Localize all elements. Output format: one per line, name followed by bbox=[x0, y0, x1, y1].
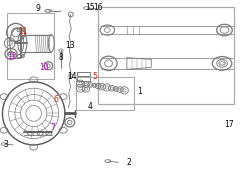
Text: 14: 14 bbox=[67, 72, 77, 81]
Text: 2: 2 bbox=[127, 158, 132, 167]
Text: 10: 10 bbox=[40, 63, 49, 72]
Text: 3: 3 bbox=[3, 140, 8, 149]
Text: 1: 1 bbox=[137, 87, 142, 96]
Text: 15: 15 bbox=[85, 3, 95, 12]
Bar bbox=[76, 77, 134, 110]
Text: 6: 6 bbox=[53, 95, 58, 104]
Text: 12: 12 bbox=[7, 52, 16, 61]
Text: 17: 17 bbox=[224, 120, 234, 129]
Text: 8: 8 bbox=[58, 53, 63, 62]
Text: 5: 5 bbox=[93, 72, 98, 81]
Text: 7: 7 bbox=[51, 123, 56, 132]
Text: 13: 13 bbox=[65, 41, 75, 50]
Text: 4: 4 bbox=[88, 102, 93, 111]
Text: 11: 11 bbox=[19, 27, 28, 36]
Bar bbox=[77, 77, 90, 81]
Bar bbox=[7, 13, 54, 79]
Text: 9: 9 bbox=[35, 4, 40, 13]
Bar bbox=[77, 72, 90, 76]
Text: 16: 16 bbox=[93, 3, 102, 12]
